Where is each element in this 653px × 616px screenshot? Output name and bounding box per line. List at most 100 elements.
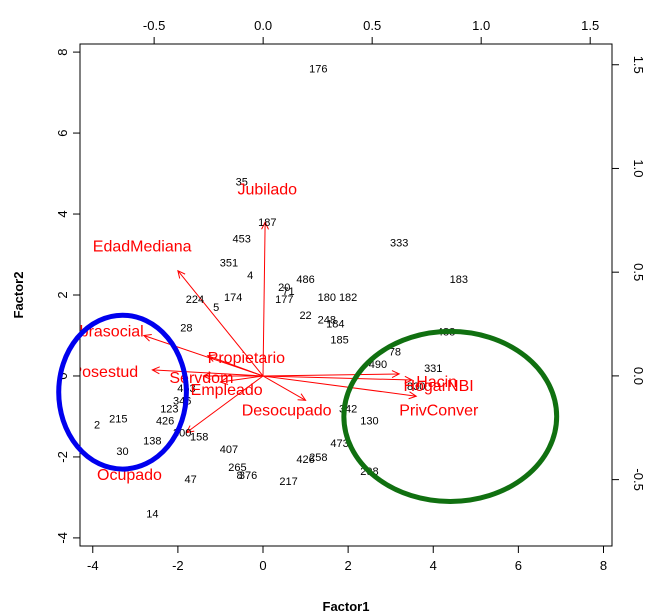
variable-arrow (262, 375, 412, 381)
y2-tick-label: 1.0 (631, 159, 646, 177)
x-tick-label: 4 (430, 558, 437, 573)
x-axis-label: Factor1 (323, 599, 370, 614)
arrow-head (404, 375, 414, 384)
arrow-head (142, 334, 152, 342)
y2-tick-label: 0.0 (631, 367, 646, 385)
observation-label: 184 (326, 318, 344, 330)
observation-label: 35 (236, 177, 248, 189)
observation-label: 2 (94, 420, 100, 432)
observation-label: 30 (116, 446, 128, 458)
observation-label: 182 (339, 292, 357, 304)
variable-arrow (186, 375, 264, 434)
variable-label: HogarNBI (403, 378, 473, 395)
arrow-head (219, 377, 229, 385)
arrow-head (151, 366, 160, 375)
variable-label: Propietario (208, 350, 285, 367)
observation-label: 22 (299, 310, 311, 322)
observation-label: 47 (185, 474, 197, 486)
x2-tick-label: -0.5 (143, 18, 165, 33)
x-tick-label: 2 (345, 558, 352, 573)
x-tick-label: 8 (600, 558, 607, 573)
y2-tick-label: 0.5 (631, 263, 646, 281)
observation-label: 258 (309, 452, 327, 464)
observation-label: 130 (360, 416, 378, 428)
observation-label: 4 (247, 270, 253, 282)
observation-label: 215 (109, 413, 127, 425)
y-tick-label: -2 (55, 451, 70, 463)
arrow-head (297, 393, 307, 401)
variable-label: Posestud (71, 364, 138, 381)
y2-tick-label: 1.5 (631, 56, 646, 74)
variable-label: Desocupado (242, 402, 332, 419)
x-tick-label: -4 (87, 558, 99, 573)
variable-label: Obrasocial (67, 323, 143, 340)
observation-label: 331 (424, 363, 442, 375)
variable-label: Jubilado (237, 182, 297, 199)
observation-label: 28 (180, 322, 192, 334)
ellipses-layer (56, 312, 560, 504)
observation-label: 376 (239, 470, 257, 482)
observation-label: 453 (233, 233, 251, 245)
highlight-ellipse (341, 328, 560, 504)
observation-label: 490 (369, 359, 387, 371)
variable-label: Empleado (191, 382, 263, 399)
observation-label: 176 (309, 63, 327, 75)
variable-arrows (142, 220, 418, 434)
arrow-head (185, 425, 195, 434)
variable-label: Hacin (416, 374, 457, 391)
observation-label: 333 (390, 237, 408, 249)
x2-tick-label: 0.0 (254, 18, 272, 33)
y-tick-label: 4 (55, 210, 70, 217)
observation-label: 138 (143, 436, 161, 448)
observation-label: 5 (213, 302, 219, 314)
y-tick-label: -4 (55, 532, 70, 544)
x-tick-label: 6 (515, 558, 522, 573)
observation-label: 473 (330, 438, 348, 450)
arrow-head (177, 269, 186, 279)
variable-label: Ocupado (97, 467, 162, 484)
arrow-head (202, 372, 211, 380)
observation-label: 185 (330, 335, 348, 347)
x2-tick-label: 1.0 (472, 18, 490, 33)
observation-label: 224 (186, 294, 204, 306)
observation-label: 8 (237, 470, 243, 482)
y-tick-label: 2 (55, 291, 70, 298)
observation-label: 71 (282, 286, 294, 298)
variable-arrow (207, 355, 264, 377)
observation-label: 265 (228, 462, 246, 474)
variable-label: EdadMediana (93, 238, 192, 255)
observation-label: 426 (156, 416, 174, 428)
x2-tick-label: 1.5 (581, 18, 599, 33)
highlight-ellipse (56, 312, 189, 472)
variable-label: PrivConver (399, 402, 479, 419)
x2-tick-label: 0.5 (363, 18, 381, 33)
observation-label: 426 (296, 454, 314, 466)
x-tick-label: 0 (259, 558, 266, 573)
variable-arrow (177, 270, 264, 377)
variable-arrow (152, 369, 264, 377)
observation-label: 158 (190, 432, 208, 444)
observation-label: 174 (224, 292, 242, 304)
observation-label: 78 (389, 347, 401, 359)
observation-label: 486 (296, 274, 314, 286)
observation-label: 180 (318, 292, 336, 304)
arrow-head (206, 354, 216, 362)
y-tick-label: 8 (55, 48, 70, 55)
y2-tick-label: -0.5 (631, 468, 646, 490)
observation-label: 177 (275, 294, 293, 306)
variable-arrow (220, 375, 264, 383)
variable-arrow (263, 373, 400, 377)
arrow-head (391, 370, 401, 378)
variable-arrow (262, 222, 266, 376)
y-axis-label: Factor2 (11, 272, 26, 319)
observation-label: 248 (318, 314, 336, 326)
variable-arrow (262, 375, 306, 401)
variable-labels: Jubilado EdadMediana Obrasocial Posestud Pro… (67, 182, 479, 484)
observation-label: 187 (258, 217, 276, 229)
observation-label: 123 (160, 403, 178, 415)
arrow-head (408, 391, 418, 400)
